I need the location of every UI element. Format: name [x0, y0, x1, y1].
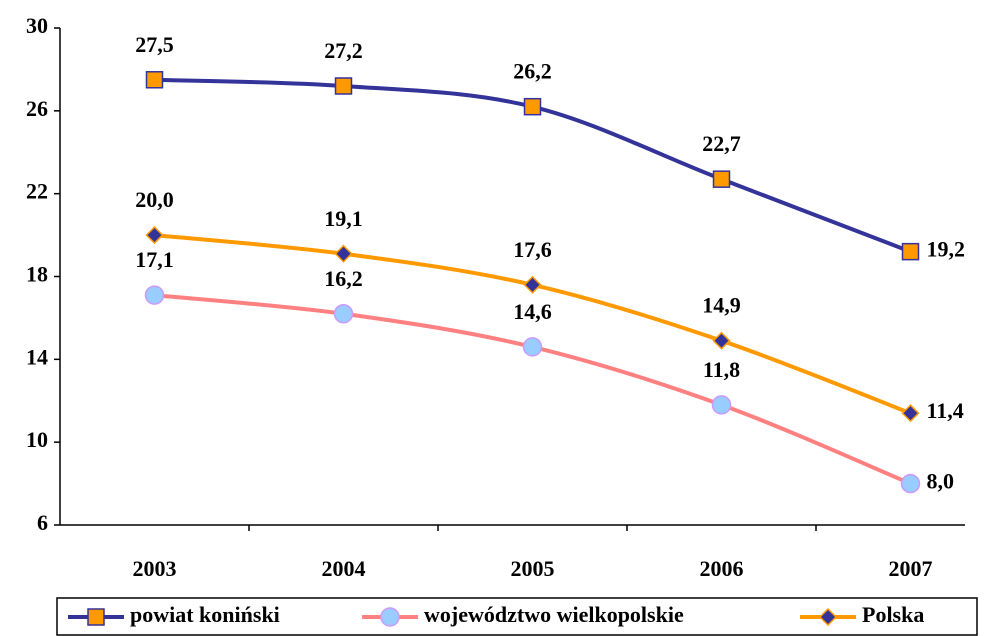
- data-point: [523, 275, 542, 294]
- data-point: [145, 71, 164, 89]
- legend-marker: [380, 607, 400, 627]
- data-point: [144, 285, 165, 305]
- data-label: 26,2: [513, 59, 552, 84]
- y-tick-label: 14: [26, 344, 48, 369]
- data-label: 22,7: [702, 131, 741, 156]
- legend-marker: [87, 608, 105, 626]
- data-point: [712, 170, 731, 188]
- x-tick-label: 2005: [511, 556, 555, 581]
- legend-label: województwo wielkopolskie: [424, 602, 684, 627]
- data-point: [333, 304, 354, 324]
- data-label: 17,6: [513, 237, 552, 262]
- data-point: [334, 244, 353, 263]
- y-tick-label: 10: [26, 427, 48, 452]
- data-point: [900, 473, 921, 494]
- data-label: 27,2: [324, 38, 363, 63]
- legend-marker: [818, 607, 838, 627]
- x-tick-label: 2006: [700, 556, 744, 581]
- x-tick-label: 2003: [133, 556, 177, 581]
- data-label: 20,0: [135, 187, 174, 212]
- data-label: 11,4: [927, 398, 964, 423]
- data-point: [711, 395, 732, 415]
- data-point: [901, 242, 920, 261]
- legend-label: Polska: [862, 602, 924, 627]
- legend-label: powiat koniński: [130, 602, 280, 627]
- y-tick-label: 18: [26, 262, 48, 287]
- y-tick-label: 6: [37, 510, 48, 535]
- data-label: 8,0: [927, 469, 955, 494]
- data-point: [522, 337, 543, 357]
- data-label: 19,1: [324, 206, 363, 231]
- data-point: [523, 97, 542, 116]
- data-point: [712, 331, 731, 350]
- y-tick-label: 22: [26, 179, 48, 204]
- data-point: [145, 226, 164, 245]
- data-point: [901, 404, 920, 423]
- data-point: [334, 77, 353, 95]
- data-label: 17,1: [135, 247, 174, 272]
- y-tick-label: 30: [26, 13, 48, 38]
- x-tick-label: 2004: [322, 556, 366, 581]
- data-label: 19,2: [927, 237, 966, 262]
- data-label: 11,8: [703, 357, 740, 382]
- y-tick-label: 26: [26, 96, 48, 121]
- data-label: 14,9: [702, 293, 741, 318]
- data-label: 16,2: [324, 266, 363, 291]
- data-label: 27,5: [135, 32, 174, 57]
- data-label: 14,6: [513, 299, 552, 324]
- x-tick-label: 2007: [889, 556, 933, 581]
